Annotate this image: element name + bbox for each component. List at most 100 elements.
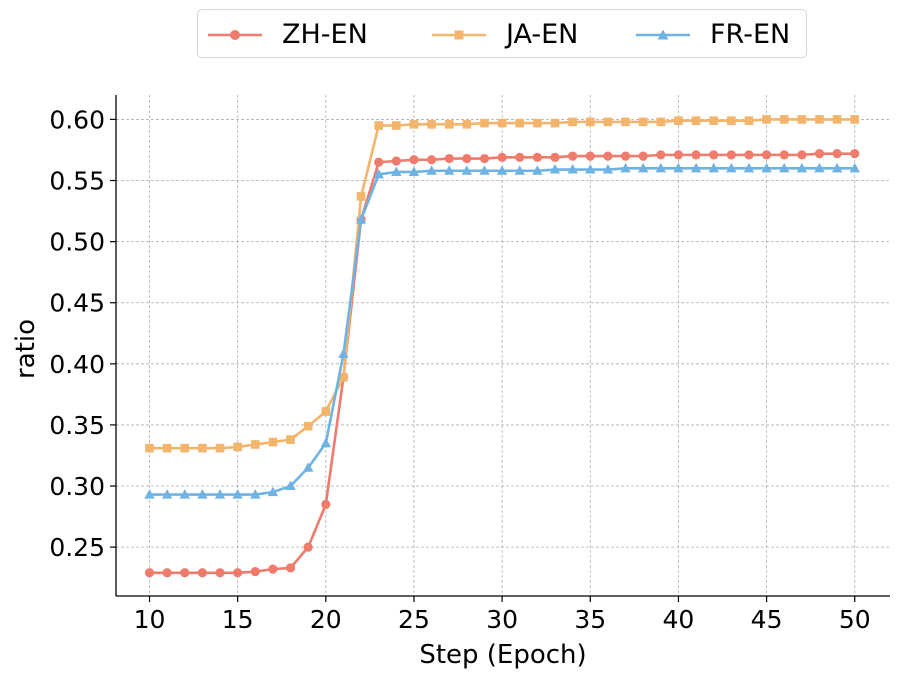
data-point-ja-en [797,115,807,124]
data-point-fr-en [444,165,455,175]
axis-ticks: 10 15 20 25 30 35 40 45 50 0.25 0.30 0.35 0.40 0.45 0.… [49,105,870,634]
data-point-zh-en [409,155,419,165]
data-point-ja-en [303,421,313,431]
data-point-ja-en [533,118,542,128]
y-tick-label: 0.45 [49,289,105,318]
y-tick-label: 0.25 [49,533,105,562]
data-point-fr-en [426,165,437,175]
data-point-zh-en [444,153,454,164]
data-point-fr-en [496,165,508,175]
data-point-zh-en [462,153,472,164]
data-point-fr-en [726,162,737,173]
data-point-zh-en [568,151,578,161]
data-point-fr-en [355,214,367,224]
y-tick-label: 0.50 [49,228,105,257]
data-point-fr-en [708,162,719,173]
y-tick-label: 0.40 [49,350,105,379]
data-point-zh-en [391,156,401,166]
data-point-zh-en [162,568,172,578]
series-fr-en [144,162,860,499]
y-tick-label: 0.60 [49,105,105,134]
x-tick-label: 40 [663,605,695,634]
data-point-fr-en [620,162,631,173]
series-group [144,115,860,578]
x-tick-label: 25 [398,605,430,634]
data-point-ja-en [832,115,842,124]
data-point-zh-en [620,151,631,161]
data-point-zh-en [585,151,595,161]
data-point-ja-en [603,117,613,127]
data-point-ja-en [779,115,789,124]
data-point-fr-en [267,486,279,497]
data-point-zh-en [303,542,313,552]
data-point-fr-en [373,168,384,179]
data-point-zh-en [850,149,860,159]
data-point-fr-en [214,489,226,499]
data-point-zh-en [726,150,736,160]
data-point-ja-en [497,118,507,128]
data-point-zh-en [479,153,490,164]
data-point-ja-en [444,120,454,129]
y-tick-label: 0.30 [49,472,105,501]
data-point-fr-en [144,489,155,499]
data-point-fr-en [408,166,420,176]
data-point-zh-en [515,152,525,162]
data-point-ja-en [638,117,648,127]
x-tick-label: 35 [574,605,606,634]
series-ja-en [145,115,860,453]
data-point-fr-en [602,164,614,174]
data-point-ja-en [215,443,225,453]
data-point-zh-en [709,150,719,160]
data-point-ja-en [480,118,489,128]
data-point-fr-en [549,164,561,174]
data-point-zh-en [638,151,648,161]
data-point-fr-en [532,165,543,175]
data-point-zh-en [832,149,842,159]
data-point-zh-en [250,566,260,577]
data-point-ja-en [321,407,331,416]
data-point-ja-en [462,120,472,129]
data-point-ja-en [286,435,295,444]
x-tick-label: 15 [222,605,254,634]
data-point-ja-en [674,116,683,125]
data-point-zh-en [268,564,278,574]
data-point-zh-en [691,150,701,160]
data-point-zh-en [497,152,507,162]
data-point-zh-en [426,155,437,165]
data-point-ja-en [392,121,401,130]
data-point-fr-en [302,462,314,472]
data-point-zh-en [744,150,754,160]
legend-label-zh-en: ZH-EN [282,19,368,50]
x-tick-label: 10 [134,605,166,634]
data-point-ja-en [427,120,436,129]
data-point-fr-en [796,162,808,173]
legend-swatch-fr-en [636,29,690,39]
data-point-ja-en [515,118,525,128]
data-point-ja-en [180,443,190,453]
data-point-ja-en [709,116,718,125]
axes [115,95,890,597]
data-point-ja-en [815,115,824,124]
x-tick-label: 20 [310,605,342,634]
data-point-fr-en [849,162,860,173]
x-tick-label: 30 [486,605,518,634]
data-point-ja-en [762,115,771,124]
data-point-zh-en [603,151,613,161]
data-point-fr-en [690,162,702,173]
legend-item-fr-en: FR-EN [634,10,790,59]
data-point-zh-en [532,152,542,162]
data-point-zh-en [233,568,243,578]
data-point-fr-en [479,165,490,175]
data-point-fr-en [250,489,261,499]
y-tick-label: 0.35 [49,411,105,440]
data-point-zh-en [797,150,807,160]
legend-item-zh-en: ZH-EN [206,10,368,59]
data-point-zh-en [673,150,684,160]
data-point-fr-en [567,164,578,174]
data-point-ja-en [233,442,242,452]
data-point-fr-en [637,162,649,173]
data-point-fr-en [338,348,349,359]
data-point-ja-en [268,437,278,447]
data-point-ja-en [409,120,419,129]
